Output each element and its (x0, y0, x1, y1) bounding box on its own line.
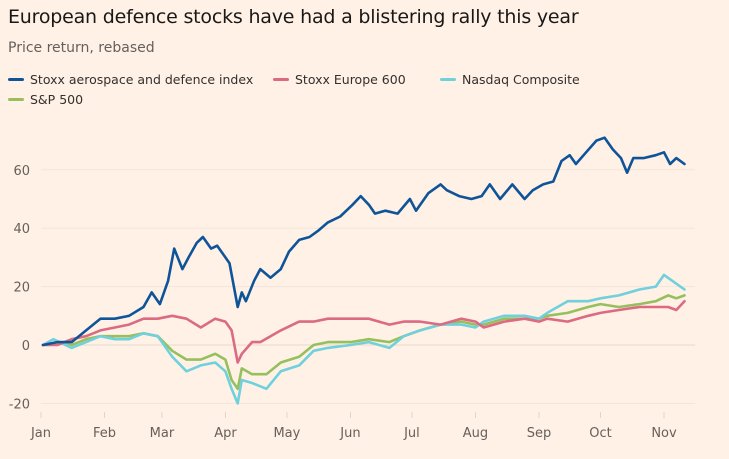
y-tick-label: 40 (13, 222, 30, 237)
x-tick-label: Nov (651, 426, 677, 441)
legend-item-sp500: S&P 500 (8, 92, 83, 107)
x-tick-label: Oct (589, 426, 611, 441)
y-tick-label: 60 (13, 164, 30, 179)
legend-item-defence: Stoxx aerospace and defence index (8, 72, 253, 87)
x-tick-label: Mar (150, 426, 175, 441)
y-tick-label: 20 (13, 281, 30, 296)
x-tick-label: Aug (463, 426, 488, 441)
legend-item-stoxx600: Stoxx Europe 600 (273, 72, 406, 87)
legend-label: Stoxx Europe 600 (295, 72, 406, 87)
y-tick-label: 0 (22, 339, 30, 354)
x-tick-label: Feb (93, 426, 116, 441)
legend-item-nasdaq: Nasdaq Composite (440, 72, 580, 87)
legend-swatch (8, 98, 24, 101)
x-tick-label: Sep (527, 426, 552, 441)
legend-label: Nasdaq Composite (462, 72, 580, 87)
chart-subtitle: Price return, rebased (8, 40, 155, 56)
y-tick-label: -20 (9, 397, 30, 412)
x-tick-label: Jul (403, 426, 420, 441)
x-tick-label: Apr (214, 426, 237, 441)
x-tick-label: Jun (339, 426, 360, 441)
legend-swatch (8, 78, 24, 81)
x-tick-label: May (273, 426, 300, 441)
legend-swatch (273, 78, 289, 81)
legend-label: Stoxx aerospace and defence index (30, 72, 254, 87)
legend-label: S&P 500 (30, 92, 84, 107)
series-line-1 (41, 299, 686, 364)
x-tick-label: Jan (30, 426, 51, 441)
legend-swatch (440, 78, 456, 81)
series-line-2 (41, 273, 686, 405)
series-line-0 (41, 136, 686, 347)
chart-title: European defence stocks have had a blist… (8, 6, 579, 28)
